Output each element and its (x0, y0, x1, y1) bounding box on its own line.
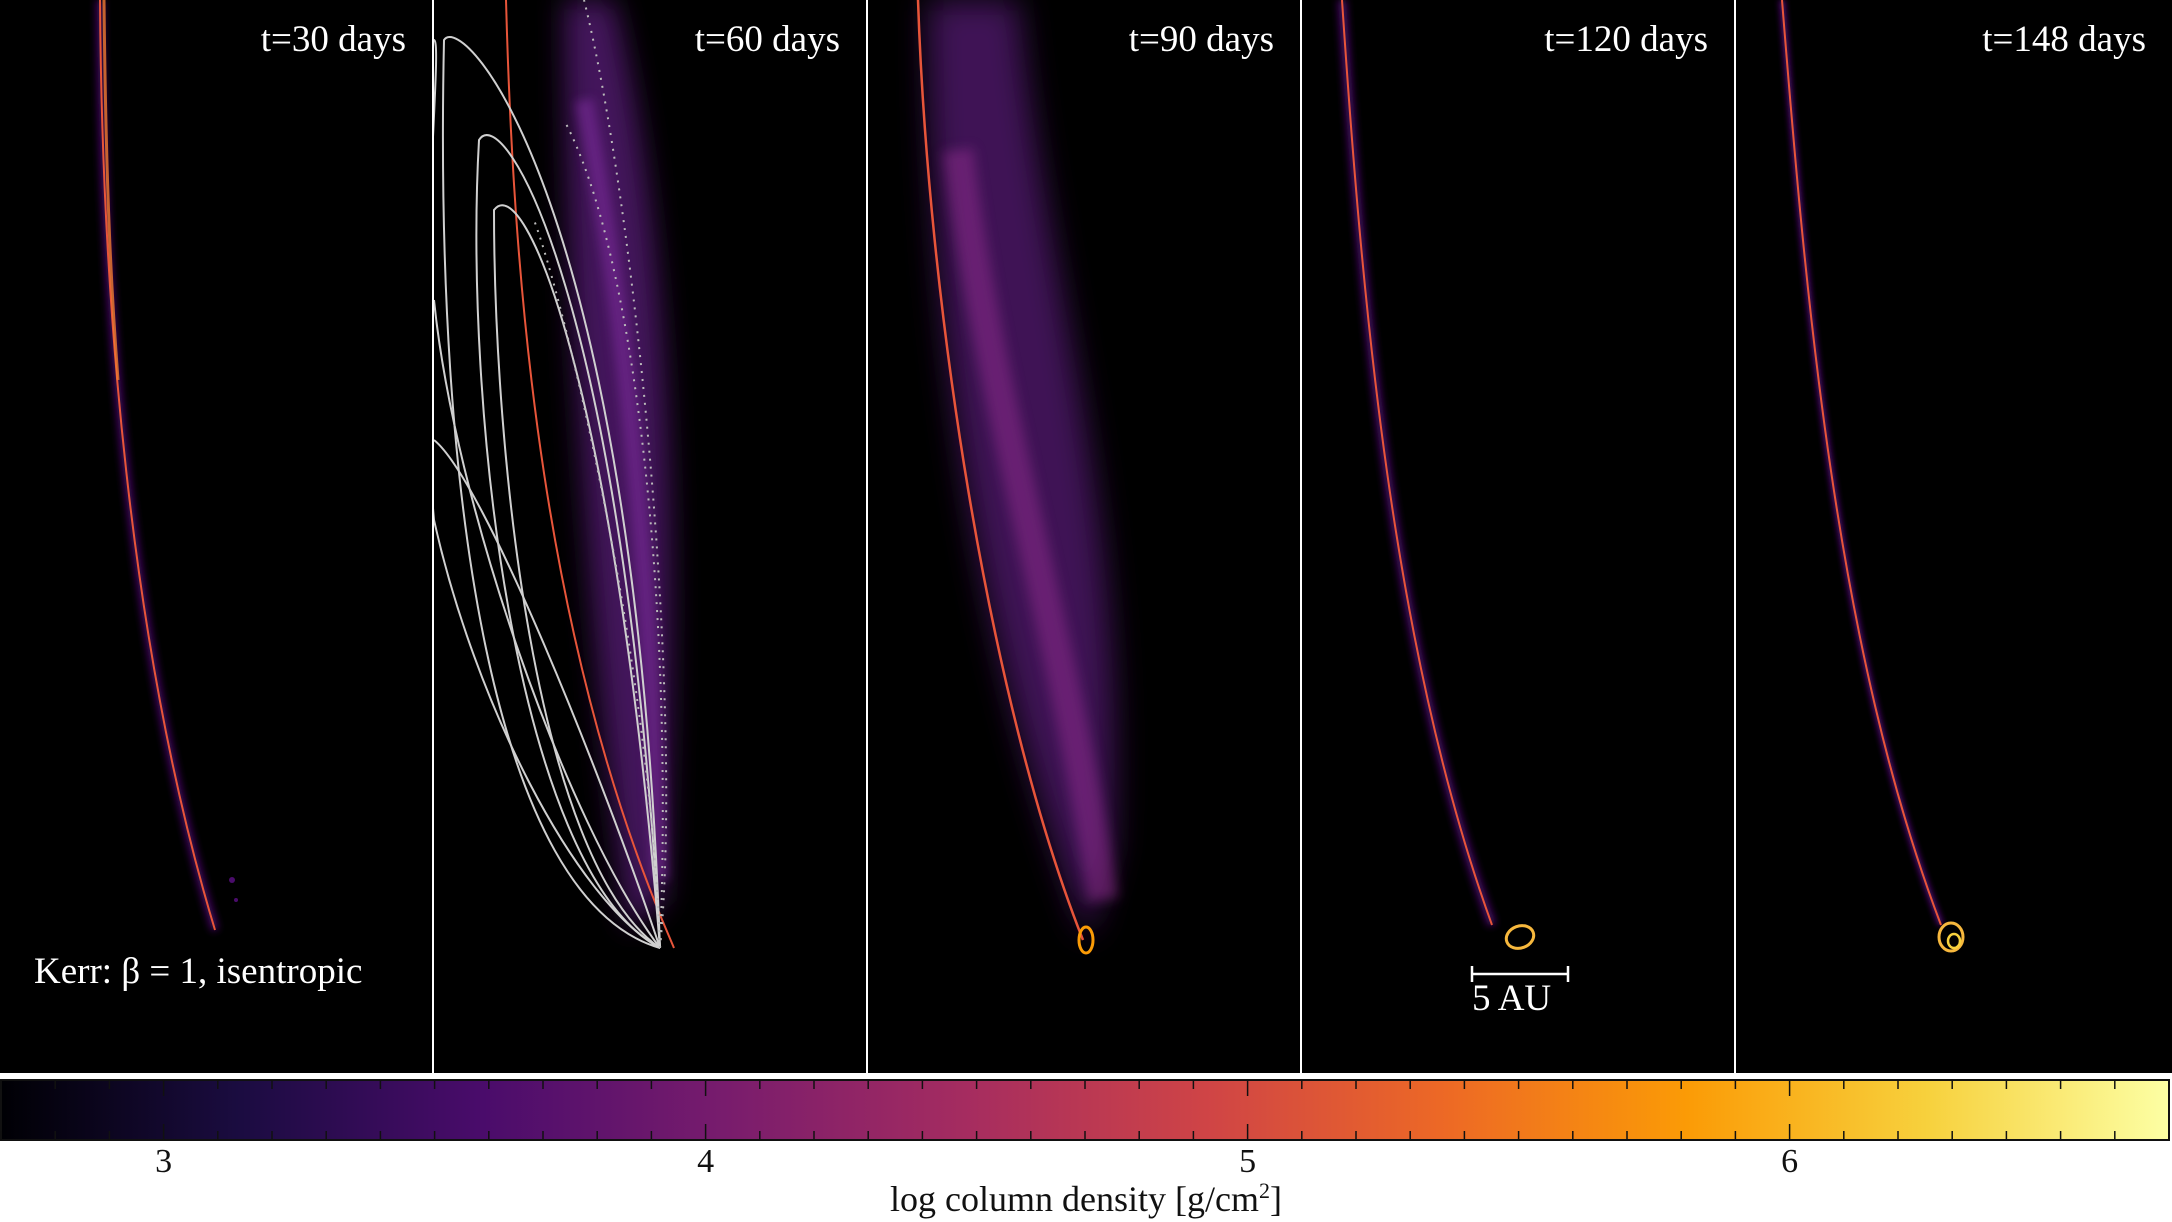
debris-stream (1341, 0, 1493, 926)
debris-stream (99, 0, 216, 931)
bound-debris-inner-ring (1946, 932, 1962, 950)
stream-halo (96, 0, 219, 932)
bound-debris-ring (1504, 924, 1536, 950)
panel-t120: t=120 days 5 AU (1302, 0, 1734, 1073)
colorbar-tick-label: 4 (697, 1143, 715, 1180)
colorbar-label-prefix: log column density [g/cm (890, 1179, 1259, 1219)
time-label-t30: t=30 days (260, 19, 406, 60)
colorbar-tick-label: 5 (1239, 1143, 1257, 1180)
colorbar-rect (0, 1079, 2170, 1141)
dotted-orbits (533, 0, 668, 949)
bound-debris-ring (1937, 921, 1965, 953)
colorbar-label: log column density [g/cm2] (0, 1178, 2172, 1220)
debris-cloud-core (943, 148, 1118, 903)
panel-t120-image (1338, 0, 1570, 982)
time-label-t60: t=60 days (694, 19, 840, 60)
panel-t30-image (96, 0, 238, 932)
run-label: Kerr: β = 1, isentropic (34, 951, 363, 992)
colorbar-tick-label: 6 (1781, 1143, 1799, 1180)
panel-t148-image (1779, 0, 1965, 953)
debris-clump (234, 898, 238, 902)
panel-t30: t=30 days Kerr: β = 1, isentropic (0, 0, 432, 1073)
time-label-t148: t=148 days (1982, 19, 2146, 60)
colorbar-label-sup: 2 (1258, 1178, 1270, 1203)
colorbar-ticks (0, 1080, 2170, 1140)
colorbar-gradient (0, 1079, 2170, 1141)
time-label-t120: t=120 days (1544, 19, 1708, 60)
stream-halo (1338, 0, 1496, 927)
debris-cloud-core (575, 98, 668, 881)
bound-debris-ring (1077, 925, 1095, 955)
debris-stream (916, 0, 1085, 941)
time-label-t90: t=90 days (1128, 19, 1274, 60)
panel-t90-image (916, 0, 1118, 955)
panel-t148: t=148 days (1736, 0, 2172, 1073)
colorbar: 3 4 5 6 log column density [g/cm2] (0, 1075, 2172, 1222)
scale-bar-label: 5 AU (1472, 978, 1552, 1019)
panel-t60-image (434, 0, 675, 949)
stream-halo (1779, 0, 1944, 927)
figure-panels: t=30 days Kerr: β = 1, isentropic (0, 0, 2172, 1075)
panel-t90: t=90 days (868, 0, 1300, 1073)
debris-clump (229, 877, 235, 883)
scale-bar (1470, 966, 1570, 982)
colorbar-label-suffix: ] (1269, 1179, 1282, 1219)
stream-bright-segment (102, 0, 120, 381)
orbit-lines (434, 36, 661, 949)
panel-t60: t=60 days (434, 0, 866, 1073)
colorbar-tick-label: 3 (155, 1143, 173, 1180)
debris-stream (1781, 0, 1942, 926)
debris-stream (505, 0, 675, 949)
